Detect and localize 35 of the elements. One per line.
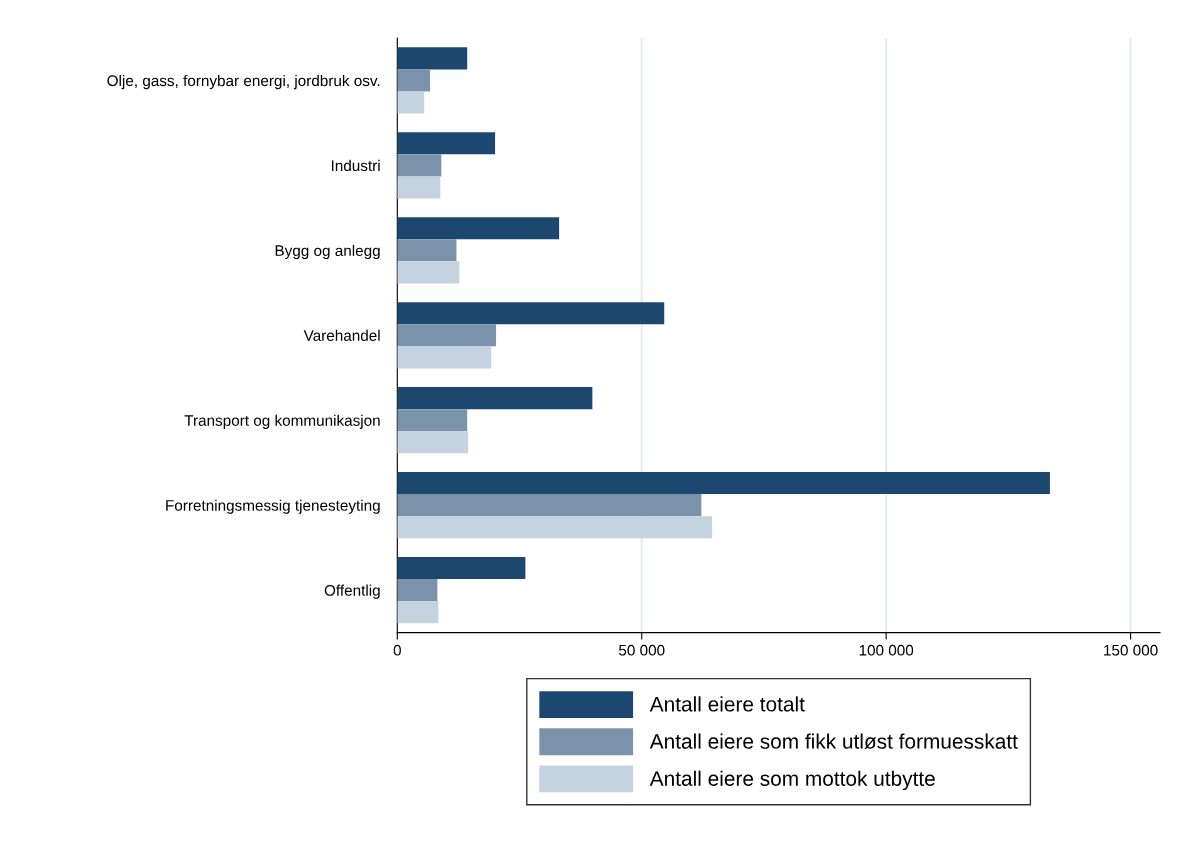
legend-label: Antall eiere som fikk utløst formuesskatt — [649, 733, 1018, 749]
y-tick-label: Bygg og anlegg — [275, 244, 380, 260]
bar — [397, 217, 560, 240]
y-tick-label: Varehandel — [303, 329, 380, 341]
x-tick-label: 150 000 — [1104, 644, 1158, 656]
x-tick-label: 100 000 — [859, 644, 914, 656]
x-tick-label: 50 000 — [618, 644, 665, 656]
bar — [397, 239, 457, 262]
bar — [397, 324, 497, 347]
y-tick-label: Forretningsmessig tjenesteyting — [166, 499, 380, 514]
bar — [397, 472, 1050, 495]
y-tick-label: Industri — [331, 159, 380, 172]
bar — [397, 69, 431, 92]
bar — [397, 556, 526, 580]
bar — [397, 154, 442, 177]
bar — [397, 431, 469, 454]
x-tick-label: 0 — [393, 644, 401, 656]
bar — [397, 516, 713, 539]
legend-label: Antall eiere totalt — [649, 696, 805, 712]
bar — [397, 579, 438, 602]
bar — [397, 91, 425, 114]
bar — [397, 132, 496, 155]
y-tick-label: Transport og kommunikasjon — [184, 414, 380, 429]
bar — [397, 176, 441, 199]
bar — [397, 409, 468, 432]
bar — [397, 346, 492, 369]
bar — [397, 302, 665, 325]
bar — [397, 261, 460, 284]
bar — [397, 601, 439, 624]
bar — [397, 47, 468, 70]
bar — [397, 387, 593, 410]
y-tick-label: Olje, gass, fornybar energi, jordbruk osv. — [107, 74, 380, 90]
y-tick-label: Offentlig — [324, 584, 380, 599]
bar — [397, 494, 702, 517]
legend-label: Antall eiere som mottok utbytte — [649, 770, 935, 791]
